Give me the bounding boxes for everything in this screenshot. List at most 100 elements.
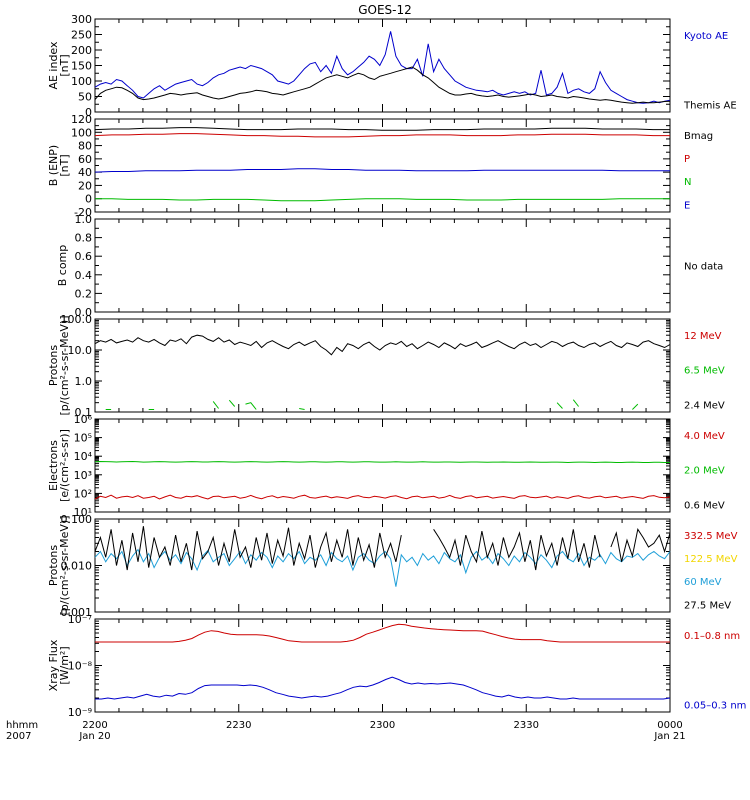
legend-entry: 27.5 MeV	[684, 600, 731, 611]
panel-ae: 0 50 100 150 200 250 300 AE index[nT] Kyoto AE Th…	[47, 13, 737, 119]
legend-entry: 12 MeV	[684, 331, 722, 342]
y-tick-label: -20	[74, 206, 92, 219]
legend-entry: E	[684, 200, 690, 211]
x-tick-label: 2300	[370, 720, 395, 731]
y-tick-label: 10⁶	[74, 413, 93, 426]
series-line-2	[94, 334, 671, 356]
y-tick-label: 80	[78, 140, 92, 153]
y-tick-label: 10⁻⁷	[68, 613, 92, 626]
series-line-0	[95, 623, 670, 643]
y-tick-label: 60	[78, 153, 92, 166]
y-tick-label: 50	[78, 91, 92, 104]
y-tick-label: 0	[85, 193, 92, 206]
panel-xray: 10⁻⁹ 10⁻⁸ 10⁻⁷ Xray Flux[W/m²] 0.1–0.8 nm 0.0…	[47, 613, 746, 719]
series-line-1	[94, 66, 671, 104]
panel-electrons: 10¹ 10² 10³ 10⁴ 10⁵ 10⁶ Electrons[e/(cm²-s-sr)…	[47, 413, 725, 519]
y-axis-label: AE index	[47, 41, 60, 90]
y-tick-label: 0.010	[61, 560, 93, 573]
y-tick-label: 10⁻⁸	[68, 660, 93, 673]
legend-entry: 4.0 MeV	[684, 431, 725, 442]
series-line-2	[95, 198, 670, 202]
x-tick-label: 0000	[657, 720, 682, 731]
panel-protons2: 0.001 0.010 0.100 Protons[p/(cm²-s-sr-MeV)]…	[47, 513, 738, 619]
legend-entry: 332.5 MeV	[684, 531, 738, 542]
legend-entry: N	[684, 177, 691, 188]
series-line-3	[94, 168, 670, 173]
legend-entry: Themis AE	[683, 100, 737, 111]
panel-frame	[94, 318, 671, 413]
series-line-2	[94, 548, 671, 587]
legend-entry: 6.5 MeV	[684, 366, 725, 377]
y-tick-label: 10¹	[74, 506, 92, 519]
y-axis-label: [p/(cm²-s-sr-MeV)]	[58, 516, 71, 616]
date-label-start: Jan 20	[78, 731, 110, 742]
legend-entry: 0.05–0.3 nm	[684, 700, 746, 711]
y-tick-label: 0.100	[61, 513, 93, 526]
legend-entry: 122.5 MeV	[684, 554, 738, 565]
series-line-3	[94, 526, 671, 571]
chart-title: GOES-12	[358, 3, 412, 17]
y-tick-label: 10.0	[68, 344, 93, 357]
legend-entry: 0.1–0.8 nm	[684, 631, 740, 642]
date-label-end: Jan 21	[653, 731, 685, 742]
legend-entry: 60 MeV	[684, 577, 722, 588]
y-tick-label: 100.0	[61, 313, 93, 326]
series-line-0	[94, 127, 670, 131]
y-tick-label: 250	[71, 29, 92, 42]
series-line-1	[95, 676, 671, 700]
panel-frame	[94, 218, 671, 313]
x-tick-label: 2230	[226, 720, 251, 731]
year-label: 2007	[6, 731, 31, 742]
y-tick-label: 0.6	[75, 250, 93, 263]
y-tick-label: 1.0	[75, 375, 93, 388]
y-tick-label: 0.8	[75, 232, 93, 245]
no-data-note: No data	[684, 262, 723, 273]
series-line-0	[94, 31, 671, 104]
y-tick-label: 10⁵	[74, 432, 92, 445]
y-tick-label: 0.0	[75, 306, 93, 319]
y-tick-label: 120	[71, 113, 92, 126]
y-tick-label: 150	[71, 60, 92, 73]
panel-frame	[94, 618, 671, 713]
y-tick-label: 0.001	[61, 606, 93, 619]
y-tick-label: 200	[71, 44, 92, 57]
y-axis-label: [nT]	[58, 154, 71, 176]
y-axis-label: [nT]	[58, 54, 71, 76]
y-tick-label: 0.1	[75, 406, 93, 419]
legend-entry: Kyoto AE	[684, 31, 728, 42]
panel-bcomp: 0.0 0.2 0.4 0.6 0.8 1.0 B comp No data	[56, 213, 723, 319]
x-tick-label: 2200	[82, 720, 107, 731]
y-tick-label: 0.4	[75, 269, 93, 282]
x-tick-label: 2330	[514, 720, 539, 731]
y-tick-label: 10²	[74, 487, 92, 500]
y-tick-label: 100	[71, 75, 92, 88]
legend-entry: P	[684, 154, 690, 165]
y-tick-label: 1.0	[75, 213, 93, 226]
y-tick-label: 10³	[74, 469, 92, 482]
time-axis: hhmm 2007 2200 2230 2300 2330 0000 Jan 20 Jan …	[6, 720, 686, 742]
y-tick-label: 300	[71, 13, 92, 26]
y-tick-label: 40	[78, 166, 92, 179]
y-tick-label: 0.2	[75, 287, 93, 300]
legend-entry: Bmag	[684, 131, 713, 142]
legend-entry: 2.0 MeV	[684, 466, 725, 477]
y-tick-label: 20	[78, 179, 92, 192]
legend-entry: 2.4 MeV	[684, 400, 725, 411]
y-axis-label: Xray Flux	[47, 639, 60, 691]
panel-frame	[94, 118, 671, 213]
series-line-1	[94, 460, 670, 464]
y-axis-label: B (ENP)	[47, 145, 60, 186]
legend-entry: 0.6 MeV	[684, 500, 725, 511]
panel-protons1: 0.1 1.0 10.0 100.0 Protons[p/(cm²-s-sr-MeV)]…	[47, 313, 725, 419]
y-axis-label: [e/(cm²-s-sr)]	[58, 429, 71, 502]
series-line-1	[94, 133, 670, 138]
series-line-0	[94, 494, 671, 500]
y-tick-label: 10⁻⁹	[68, 706, 92, 719]
y-axis-label: B comp	[56, 245, 69, 287]
y-axis-label: Electrons	[47, 440, 60, 491]
y-axis-label: [W/m²]	[58, 646, 71, 684]
y-tick-label: 10⁴	[74, 450, 93, 463]
